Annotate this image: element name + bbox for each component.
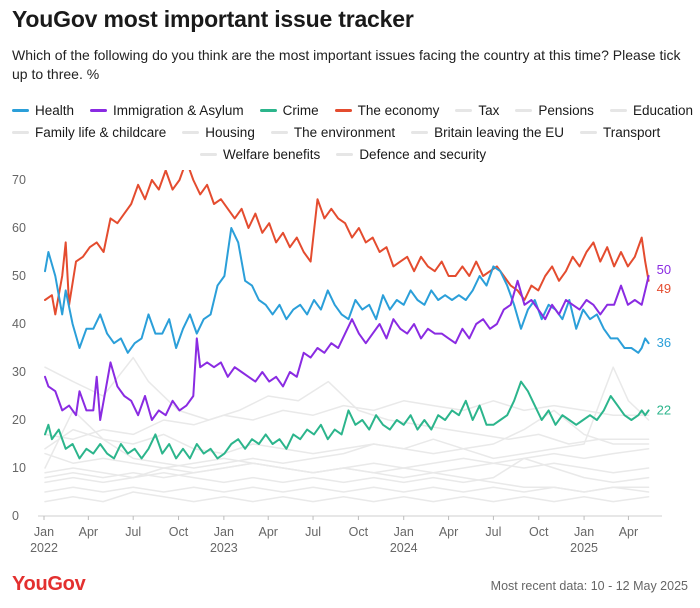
legend-row: Health Immigration & Asylum Crime The ec… <box>12 99 694 121</box>
end-label-the-economy: 49 <box>657 281 671 296</box>
legend-swatch <box>90 108 108 112</box>
x-tick-label: Jul <box>125 525 141 539</box>
legend-label: The economy <box>357 102 440 118</box>
legend-label: Welfare benefits <box>223 146 321 162</box>
legend-swatch <box>609 108 627 112</box>
legend-swatch <box>411 130 429 134</box>
y-tick-label: 10 <box>12 461 26 475</box>
legend-item-brexit[interactable]: Britain leaving the EU <box>411 125 564 140</box>
series-line-the-environment <box>44 356 650 445</box>
y-tick-label: 50 <box>12 269 26 283</box>
series-line-crime <box>44 380 650 460</box>
series-line-housing <box>44 400 650 440</box>
legend-label: Transport <box>602 124 661 140</box>
y-tick-label: 70 <box>12 173 26 187</box>
legend-item-economy[interactable]: The economy <box>334 102 440 118</box>
x-tick-label: Apr <box>619 525 638 539</box>
legend-label: The environment <box>293 124 396 140</box>
series-line-transport <box>44 491 650 503</box>
x-tick-label: Oct <box>349 525 369 539</box>
legend-item-crime[interactable]: Crime <box>259 102 319 118</box>
legend-label: Pensions <box>538 102 594 118</box>
y-tick-label: 30 <box>12 365 26 379</box>
legend-swatch <box>12 130 29 134</box>
x-tick-label: Jan <box>214 525 234 539</box>
chart-subtitle: Which of the following do you think are … <box>12 47 681 82</box>
legend-item-education[interactable]: Education <box>609 102 693 118</box>
x-tick-year-label: 2024 <box>390 541 418 555</box>
legend-item-defence[interactable]: Defence and security <box>336 147 486 162</box>
legend-item-family-life[interactable]: Family life & childcare <box>12 125 166 140</box>
legend-item-health[interactable]: Health <box>12 103 74 118</box>
legend-item-welfare[interactable]: Welfare benefits <box>200 147 320 162</box>
legend-swatch <box>336 152 354 156</box>
legend-label: Education <box>632 102 693 118</box>
legend-swatch <box>455 108 473 112</box>
legend-label: Crime <box>282 102 319 118</box>
legend-label: Tax <box>478 102 500 118</box>
legend-swatch <box>200 152 217 156</box>
end-label-crime: 22 <box>657 402 671 417</box>
legend-row: Family life & childcare Housing The envi… <box>12 121 694 143</box>
legend-label: Housing <box>205 124 255 140</box>
x-tick-label: Jul <box>305 525 321 539</box>
series-line-health <box>44 227 650 354</box>
chart-legend: Health Immigration & Asylum Crime The ec… <box>12 99 694 165</box>
legend-label: Immigration & Asylum <box>113 102 244 118</box>
line-chart: 0 10 20 30 40 50 60 70 Jan 2022 Apr Jul Oct Jan 2023 Ap… <box>12 170 671 555</box>
legend-label: Britain leaving the EU <box>434 124 564 140</box>
legend-item-housing[interactable]: Housing <box>182 125 255 140</box>
x-tick-label: Oct <box>169 525 189 539</box>
legend-item-transport[interactable]: Transport <box>579 124 661 140</box>
x-tick-year-label: 2023 <box>210 541 238 555</box>
chart-title: YouGov most important issue tracker <box>12 6 414 32</box>
x-tick-label: Oct <box>529 525 549 539</box>
legend-label: Health <box>35 102 75 118</box>
legend-swatch <box>259 108 277 112</box>
x-tick-label: Jan <box>34 525 54 539</box>
legend-item-tax[interactable]: Tax <box>455 103 499 118</box>
y-tick-label: 60 <box>12 221 26 235</box>
legend-row: Welfare benefits Defence and security <box>12 143 694 165</box>
series-line-pensions <box>44 457 650 484</box>
legend-swatch <box>270 130 288 134</box>
legend-item-environment[interactable]: The environment <box>270 124 396 140</box>
x-tick-label: Apr <box>79 525 98 539</box>
x-tick-year-label: 2025 <box>570 541 598 555</box>
y-tick-label: 20 <box>12 413 26 427</box>
legend-swatch <box>182 130 200 134</box>
x-tick-label: Jul <box>485 525 501 539</box>
legend-swatch <box>579 130 597 134</box>
legend-label: Family life & childcare <box>35 124 167 140</box>
x-tick-label: Jan <box>394 525 414 539</box>
end-label-health: 36 <box>657 335 671 350</box>
x-tick-label: Jan <box>574 525 594 539</box>
series-line-immigration-asylum <box>44 275 650 421</box>
legend-swatch <box>12 108 29 112</box>
data-date-note: Most recent data: 10 - 12 May 2025 <box>490 579 688 593</box>
x-tick-label: Apr <box>258 525 277 539</box>
series-line-family-life-childcare <box>44 486 650 493</box>
legend-swatch <box>334 108 352 112</box>
y-tick-label: 40 <box>12 317 26 331</box>
x-tick-label: Apr <box>439 525 458 539</box>
series-line-education <box>44 462 650 479</box>
y-tick-label: 0 <box>12 509 19 523</box>
legend-item-immigration[interactable]: Immigration & Asylum <box>90 103 244 118</box>
legend-item-pensions[interactable]: Pensions <box>515 103 594 118</box>
series-line-defence-and-security <box>44 366 650 469</box>
x-tick-year-label: 2022 <box>30 541 58 555</box>
end-label-immigration-asylum: 50 <box>657 262 671 277</box>
legend-label: Defence and security <box>359 146 487 162</box>
series-line-the-economy <box>44 170 650 316</box>
legend-swatch <box>515 108 533 112</box>
yougov-logo: YouGov <box>12 573 86 595</box>
